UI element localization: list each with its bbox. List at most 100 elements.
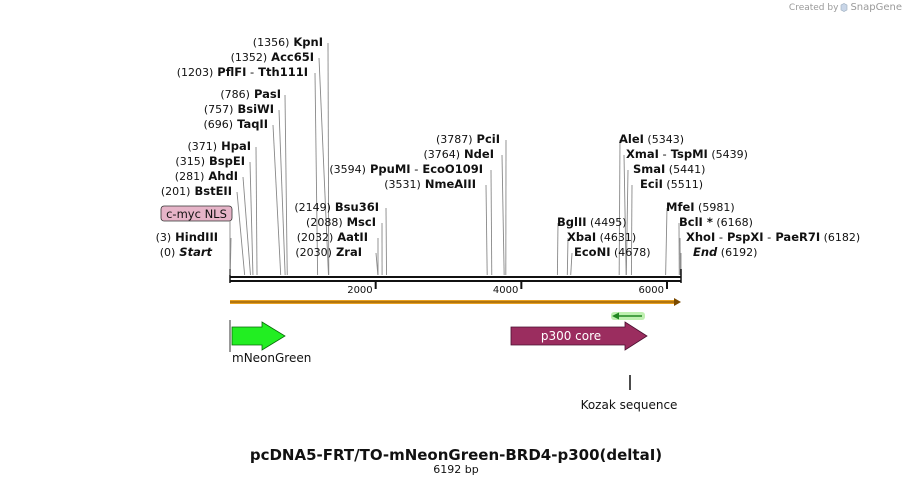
label-part-enz: EcoNI	[574, 245, 610, 259]
label-part-pos: (757)	[204, 103, 234, 116]
label-part-pos: (6192)	[717, 246, 757, 259]
label-part-enz: EciI	[640, 177, 663, 191]
label-part-enz: BsiWI	[233, 102, 274, 116]
snapgene-logo-icon	[841, 3, 848, 12]
label-part-sep: -	[411, 162, 419, 176]
site-label-bsu36i[interactable]: (2149) Bsu36I	[294, 200, 379, 214]
site-label-bspei[interactable]: (315) BspEI	[175, 154, 245, 168]
label-part-enz: BspEI	[205, 154, 245, 168]
label-part-ital: Start	[175, 245, 212, 259]
map-title: pcDNA5-FRT/TO-mNeonGreen-BRD4-p300(delta…	[249, 446, 663, 464]
leader-bglii	[556, 222, 559, 276]
label-part-pos: (3594)	[329, 163, 366, 176]
label-part-pos: (201)	[161, 185, 191, 198]
leader-econi	[570, 252, 573, 276]
label-part-enz: HindIII	[171, 230, 218, 244]
svg-text:(0) Start: (0) Start	[160, 245, 213, 259]
label-part-pos: (5439)	[708, 148, 748, 161]
leader-nmeaiii	[485, 184, 488, 276]
label-part-enz: BclI	[679, 215, 703, 229]
label-part-enz: ZraI	[332, 245, 362, 259]
site-label-hindiii[interactable]: (3) HindIII	[156, 230, 218, 244]
svg-text:(696) TaqII: (696) TaqII	[203, 117, 268, 131]
site-label-end[interactable]: End (6192)	[693, 245, 757, 259]
svg-text:(2032) AatII: (2032) AatII	[297, 230, 368, 244]
site-label-nmeaiii[interactable]: (3531) NmeAIII	[384, 177, 476, 191]
label-part-sep: -	[715, 230, 723, 244]
leader-kpni	[327, 42, 330, 276]
site-label-xbai[interactable]: XbaI (4631)	[567, 230, 636, 244]
axis-tick-label-2000: 2000	[347, 285, 372, 296]
feature-p300-core[interactable]: p300 core	[510, 321, 648, 351]
axis-tick-label-4000: 4000	[493, 285, 518, 296]
leader-ppumi	[490, 169, 493, 276]
label-part-pos: (3531)	[384, 178, 421, 191]
feature-cmyc-nls[interactable]: c-myc NLS	[160, 205, 233, 275]
svg-text:(371) HpaI: (371) HpaI	[188, 139, 252, 153]
axis-tick-label-6000: 6000	[639, 285, 664, 296]
sequence-length: 6192 bp	[433, 463, 479, 476]
leader-acc65i	[318, 57, 329, 276]
label-part-sep: -	[246, 65, 254, 79]
site-label-aatii[interactable]: (2032) AatII	[297, 230, 368, 244]
credit-brand: SnapGene	[850, 2, 902, 13]
snapgene-credit: Created by SnapGene	[789, 2, 902, 13]
site-label-zrai[interactable]: (2030) ZraI	[295, 245, 362, 259]
site-label-smai[interactable]: SmaI (5441)	[633, 162, 705, 176]
leader-hpai	[255, 146, 258, 276]
site-label-hpai[interactable]: (371) HpaI	[188, 139, 252, 153]
site-label-ecii[interactable]: EciI (5511)	[640, 177, 703, 191]
site-label-pcii[interactable]: (3787) PciI	[436, 132, 500, 146]
site-label-taqii[interactable]: (696) TaqII	[203, 117, 268, 131]
label-part-enz: Bsu36I	[331, 200, 379, 214]
feature-mneongreen[interactable]: mNeonGreen	[229, 320, 311, 365]
site-label-bcli[interactable]: BclI * (6168)	[679, 215, 753, 229]
label-part-enz: PflFI	[213, 65, 246, 79]
svg-text:(1356) KpnI: (1356) KpnI	[253, 35, 323, 49]
site-label-ppumi[interactable]: (3594) PpuMI - EcoO109I	[329, 162, 483, 176]
label-part-pos: (5441)	[665, 163, 705, 176]
site-label-xhoi[interactable]: XhoI - PspXI - PaeR7I (6182)	[686, 230, 860, 244]
site-label-bsteii[interactable]: (201) BstEII	[161, 184, 232, 198]
label-part-enz: Tth111I	[254, 65, 308, 79]
site-label-msci[interactable]: (2088) MscI	[306, 215, 376, 229]
leader-ndei	[501, 154, 505, 276]
orf-track	[230, 298, 681, 306]
label-part-pos: (2149)	[294, 201, 331, 214]
label-part-enz: AatII	[333, 230, 368, 244]
site-label-start[interactable]: (0) Start	[160, 245, 213, 259]
label-part-pos: (5511)	[663, 178, 703, 191]
label-part-enz: Acc65I	[267, 50, 314, 64]
site-label-econi[interactable]: EcoNI (4678)	[574, 245, 651, 259]
credit-prefix: Created by	[788, 2, 839, 13]
svg-text:(3787) PciI: (3787) PciI	[436, 132, 500, 146]
small-reverse-arrow	[611, 312, 645, 320]
feature-kozak-label: Kozak sequence	[581, 398, 678, 412]
label-part-pos: (4678)	[610, 246, 650, 259]
site-label-kpni[interactable]: (1356) KpnI	[253, 35, 323, 49]
site-label-bglii[interactable]: BglII (4495)	[557, 215, 627, 229]
label-part-pos: (1352)	[231, 51, 268, 64]
svg-text:(1352) Acc65I: (1352) Acc65I	[231, 50, 314, 64]
site-label-alei[interactable]: AleI (5343)	[619, 132, 684, 146]
label-part-enz: AleI	[619, 132, 644, 146]
site-label-mfei[interactable]: MfeI (5981)	[666, 200, 735, 214]
site-label-pasi[interactable]: (786) PasI	[220, 87, 281, 101]
label-part-pos: (1356)	[253, 36, 290, 49]
svg-text:(3) HindIII: (3) HindIII	[156, 230, 218, 244]
feature-cmyc-label: c-myc NLS	[166, 207, 227, 221]
leader-bspei	[249, 161, 254, 276]
site-label-bsiwi[interactable]: (757) BsiWI	[204, 102, 274, 116]
feature-kozak[interactable]: Kozak sequence	[581, 375, 678, 412]
label-part-enz: PspXI	[723, 230, 763, 244]
label-part-enz: MfeI	[666, 200, 695, 214]
site-label-xmai[interactable]: XmaI - TspMI (5439)	[626, 147, 748, 161]
site-label-ahdi[interactable]: (281) AhdI	[175, 169, 238, 183]
label-part-enz: BglII	[557, 215, 587, 229]
site-label-ndei[interactable]: (3764) NdeI	[423, 147, 494, 161]
label-part-enz: KpnI	[289, 35, 323, 49]
site-label-acc65i[interactable]: (1352) Acc65I	[231, 50, 314, 64]
backbone: 2000 4000 6000	[229, 269, 682, 296]
site-label-pflfi[interactable]: (1203) PflFI - Tth111I	[177, 65, 308, 79]
svg-text:BclI * (6168): BclI * (6168)	[679, 215, 753, 229]
